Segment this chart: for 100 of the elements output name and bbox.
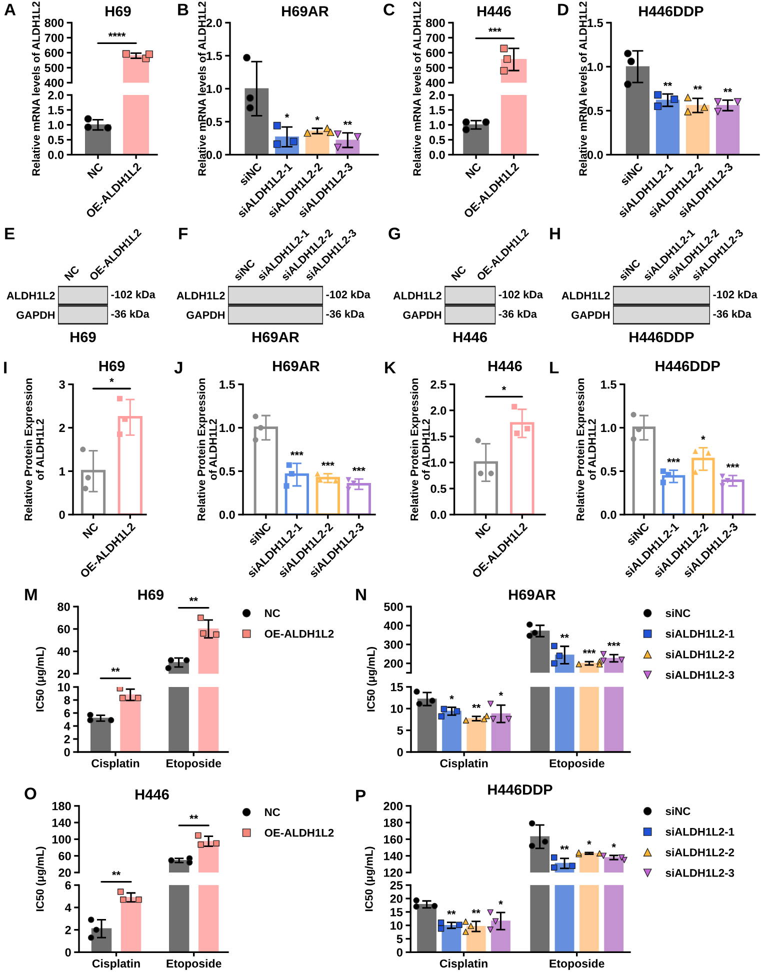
y-axis-title: IC50 (μg/mL) [36,846,46,912]
y-tick-label: 0.5 [429,136,446,144]
text: H446 [454,332,488,342]
y-tick-label: 140 [384,852,402,860]
y-tick-label: 40 [57,647,70,656]
y-tick-label: 0.5 [206,118,222,126]
text: I [4,362,7,374]
y-tick-label: 180 [52,802,71,810]
category-label: ALDH1L2 [393,292,442,300]
y-axis-title: Relative mRNA levels of ALDH1L2 [578,2,587,176]
y-tick-label: 500 [384,602,403,611]
y-tick-label: 0.0 [429,150,445,160]
y-tick-label: 60 [58,852,71,860]
chart-title: H69 [138,590,164,600]
text: M [25,588,37,600]
text: H [550,228,560,240]
chart-title: H69AR [509,590,556,600]
annotation: ** [112,871,121,876]
y-tick-label: 2.0 [206,18,222,28]
text: H69AR [252,332,300,342]
y-tick-label: 200 [384,659,403,668]
data-label: *** [352,466,366,472]
y-tick-label: 5 [397,726,404,735]
text: * [110,378,114,382]
y-tick-label: 0.5 [430,484,446,493]
text: J [174,362,182,374]
category-label: ALDH1L2 [6,292,55,300]
y-axis-title: Relative Protein Expression of ALDH1L2 [576,378,596,520]
data-label: ** [723,88,732,92]
y-tick-label: 25 [390,881,403,890]
y-tick-label: 10 [390,704,403,713]
legend-label: siALDH1L2-2 [666,650,734,658]
y-axis-title: Relative mRNA levels of ALDH1L2 [198,2,206,176]
y-tick-label: 1.0 [601,424,616,432]
data-label: ** [663,82,672,86]
chart-title: H69AR [282,6,329,16]
y-tick-label: 400 [44,78,64,88]
y-tick-label: 10 [58,683,70,692]
y-tick-label: 0.5 [600,467,616,476]
y-tick-label: 800 [426,18,445,28]
y-tick-label: 1.5 [601,380,616,389]
text: O [24,788,36,800]
y-tick-label: 0.0 [587,150,603,160]
y-tick-label: 700 [426,34,445,42]
y-tick-label: 20 [58,868,71,877]
y-tick-label: 1.0 [48,120,64,130]
data-label: * [701,436,706,440]
y-tick-label: 80 [58,602,70,611]
y-tick-label: 4 [64,722,70,730]
chart-title: H69 [99,360,125,372]
y-tick-label: 2 [64,735,70,744]
y-tick-label: 2.0 [430,406,446,415]
y-tick-label: 6 [65,881,71,890]
text: B [178,4,188,16]
y-tick-label: 1.5 [48,106,64,114]
annotation: ** [111,668,120,672]
category-label: -102 kDa [326,290,370,298]
legend-label: NC [265,808,280,816]
x-tick-label: Cisplatin [440,758,488,770]
y-axis-title: Relative mRNA levels of ALDH1L2 [412,2,421,176]
y-tick-label: 0 [396,948,402,957]
data-label: ** [560,845,569,850]
chart-title: H446 [478,6,511,16]
category-label: NC [64,265,80,281]
y-axis-title: Relative mRNA levels of ALDH1L2 [32,2,40,176]
x-tick-label: Cisplatin [92,758,140,770]
y-tick-label: 20 [390,894,402,903]
y-tick-label: 1.5 [220,380,236,389]
data-label: *** [582,649,596,654]
y-tick-label: 1.5 [206,52,222,60]
chart-title: H446DDP [488,784,552,795]
annotation: *** [488,28,502,32]
y-tick-label: 0 [65,948,71,957]
y-tick-label: 4 [64,904,72,912]
y-tick-label: 400 [426,78,445,88]
legend-label: siALDH1L2-3 [666,868,734,877]
chart-title: H446 [136,789,169,800]
legend-label: OE-ALDH1L2 [264,630,334,638]
y-tick-label: 1.0 [206,84,222,94]
y-axis-title: Relative Protein Expression of ALDH1L2 [410,378,430,520]
chart-title: H69 [106,6,131,16]
y-tick-label: 3 [59,380,65,389]
y-tick-label: 1.5 [430,106,446,114]
legend-label: NC [265,609,280,618]
y-tick-label: 1.0 [220,424,235,432]
category-label: -102 kDa [713,290,758,298]
legend-label: siALDH1L2-3 [666,670,734,679]
y-tick-label: 0.0 [219,510,235,519]
y-tick-label: 600 [426,48,445,58]
y-tick-label: 0 [59,510,65,519]
y-tick-label: 15 [390,683,404,692]
category-label: -36 kDa [713,310,752,318]
annotation: ** [190,814,198,819]
category-label: -36 kDa [326,310,364,318]
data-label: *** [667,458,680,462]
y-tick-label: 0 [64,748,70,756]
legend-label: siALDH1L2-2 [666,848,734,856]
y-tick-label: 300 [384,640,403,649]
category-label: GAPDH [403,311,442,319]
category-label: -102 kDa [111,290,156,298]
